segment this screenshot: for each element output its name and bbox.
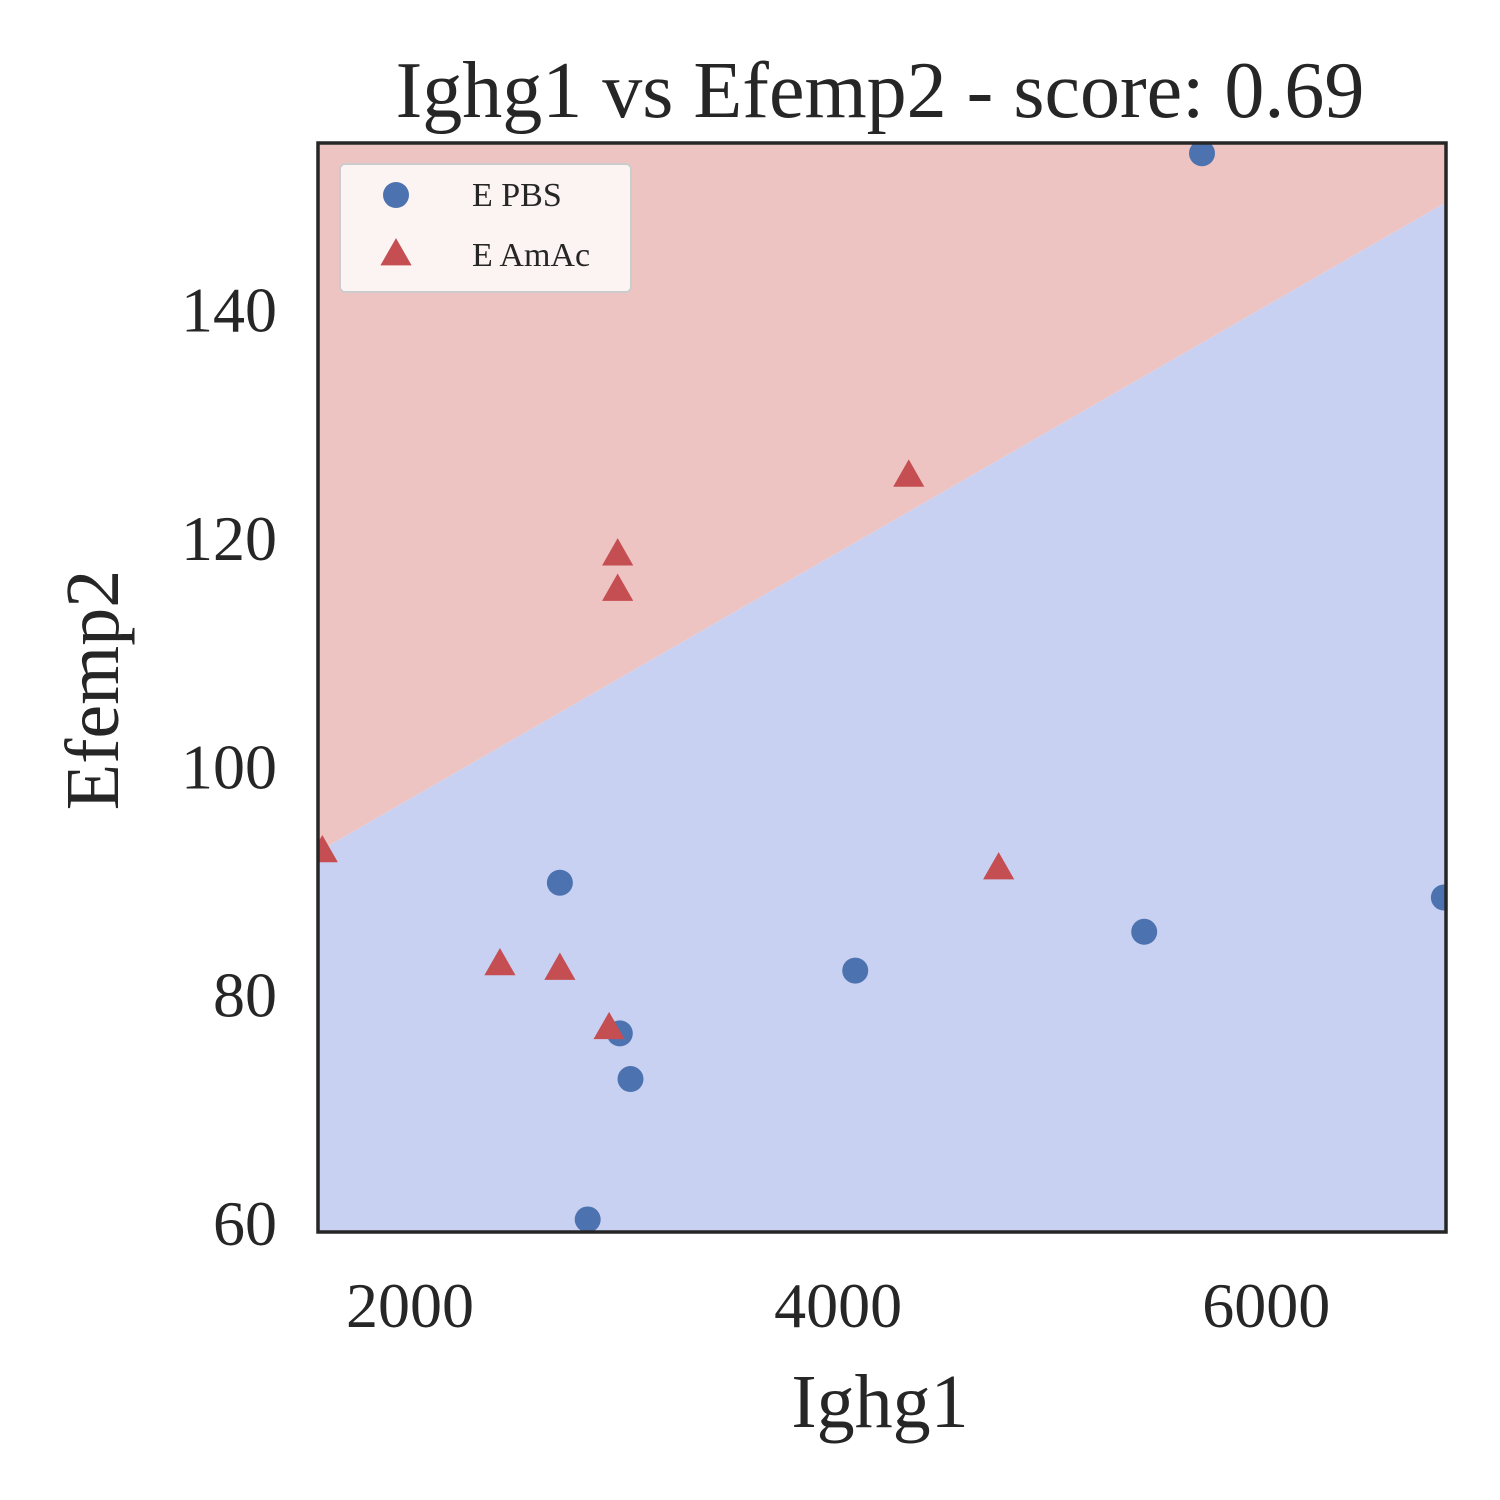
- axis-ticks: 2000 4000 6000 60 80 100 120 140: [181, 275, 1330, 1341]
- y-tick-label: 140: [181, 275, 277, 346]
- plot-frame: [316, 141, 1448, 1234]
- y-tick-label: 120: [181, 503, 277, 574]
- plot-background: [318, 143, 1446, 1232]
- legend-box: [339, 163, 632, 293]
- data-point-e-amac-4: [983, 852, 1015, 880]
- legend-marker-e-amac: [380, 238, 412, 266]
- data-point-e-amac-2: [602, 573, 634, 601]
- legend: E PBS E AmAc: [339, 163, 632, 293]
- x-tick-label: 4000: [774, 1270, 902, 1341]
- y-tick-label: 80: [213, 960, 277, 1031]
- data-point-e-amac-7: [593, 1011, 625, 1040]
- legend-label-e-pbs: E PBS: [472, 177, 562, 214]
- region-e-pbs: [318, 202, 1446, 1232]
- legend-label-e-amac: E AmAc: [472, 237, 590, 274]
- y-axis-label: Efemp2: [51, 570, 135, 811]
- data-point-e-amac-6: [544, 952, 576, 980]
- data-points: [318, 143, 1446, 1232]
- data-point-e-pbs-0: [1188, 143, 1215, 167]
- data-point-e-amac-5: [484, 947, 516, 976]
- data-point-e-amac-0: [893, 459, 925, 487]
- data-point-e-pbs-3: [1131, 918, 1158, 945]
- data-point-e-amac-1: [602, 538, 634, 566]
- data-point-e-pbs-6: [617, 1066, 644, 1093]
- x-tick-label: 6000: [1202, 1270, 1330, 1341]
- chart-title: Ighg1 vs Efemp2 - score: 0.69: [396, 47, 1365, 135]
- x-tick-label: 2000: [346, 1270, 474, 1341]
- data-point-e-pbs-1: [546, 869, 573, 896]
- data-point-e-pbs-2: [842, 957, 869, 984]
- data-point-e-amac-3: [318, 834, 338, 863]
- y-tick-label: 100: [181, 731, 277, 802]
- y-tick-label: 60: [213, 1188, 277, 1259]
- data-point-e-pbs-7: [574, 1206, 601, 1232]
- x-axis-label: Ighg1: [791, 1360, 968, 1444]
- region-e-amac: [318, 143, 1446, 852]
- data-point-e-pbs-4: [1430, 884, 1446, 911]
- legend-marker-e-pbs: [383, 182, 409, 208]
